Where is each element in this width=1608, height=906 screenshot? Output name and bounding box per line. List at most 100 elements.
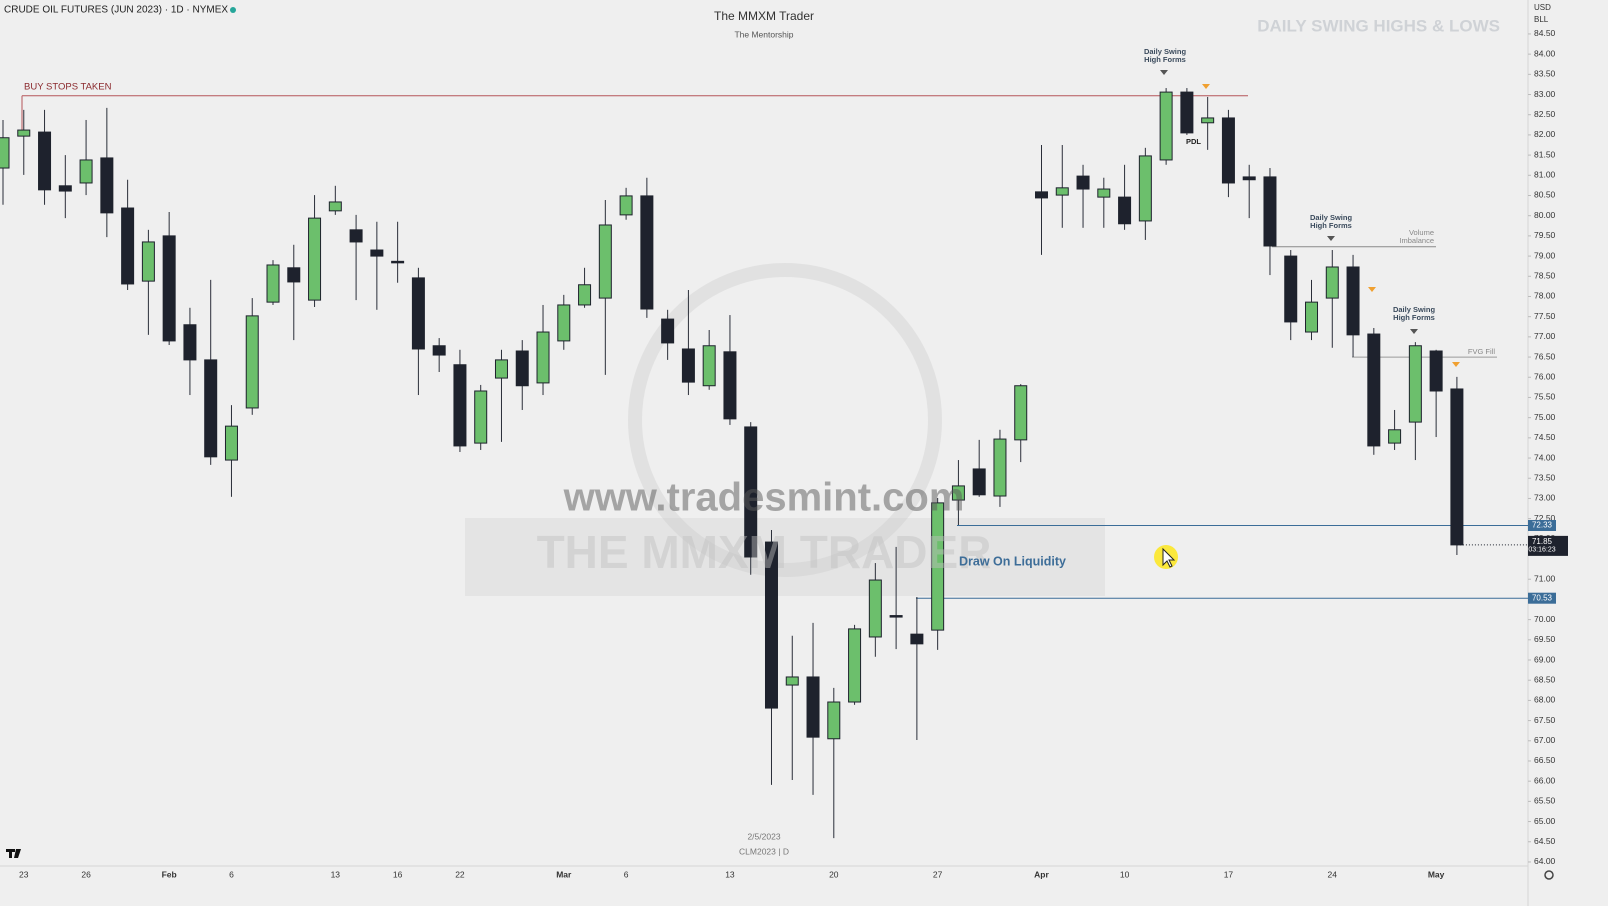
annotation: FVG Fill <box>1468 347 1495 356</box>
price-tag-label: 70.53 <box>1532 593 1553 602</box>
candle-body <box>58 185 72 192</box>
x-tick-label: 17 <box>1224 869 1234 879</box>
y-tick-label: 80.00 <box>1534 210 1556 220</box>
currency-label: USD <box>1534 3 1551 12</box>
candle-body <box>100 157 114 214</box>
candle-body <box>308 217 322 301</box>
status-dot <box>230 7 236 13</box>
x-tick-label: 13 <box>725 869 735 879</box>
settings-icon[interactable] <box>1544 870 1554 880</box>
candle-body <box>1408 345 1422 423</box>
candle-body <box>764 541 778 709</box>
fractal-marker <box>1368 287 1376 292</box>
candle-body <box>453 364 467 447</box>
y-tick-label: 66.50 <box>1534 755 1556 765</box>
candle-body <box>889 615 903 618</box>
y-tick-label: 83.50 <box>1534 69 1556 79</box>
y-tick-label: 73.00 <box>1534 493 1556 503</box>
annotation: Draw On Liquidity <box>959 554 1066 568</box>
annotation: BUY STOPS TAKEN <box>24 82 112 93</box>
x-tick-label: 27 <box>933 869 943 879</box>
y-tick-label: 68.50 <box>1534 674 1556 684</box>
x-tick-label: 16 <box>393 869 403 879</box>
candle-body <box>848 628 862 703</box>
x-tick-label: 20 <box>829 869 839 879</box>
candle-body <box>162 235 176 342</box>
y-tick-label: 74.50 <box>1534 432 1556 442</box>
y-tick-label: 67.00 <box>1534 735 1556 745</box>
y-tick-label: 83.00 <box>1534 89 1556 99</box>
y-tick-label: 76.00 <box>1534 372 1556 382</box>
candle-body <box>391 260 405 264</box>
x-tick-label: 6 <box>229 869 234 879</box>
y-tick-label: 65.00 <box>1534 816 1556 826</box>
fractal-marker <box>1202 84 1210 89</box>
x-tick-label: Feb <box>162 869 177 879</box>
candle-body <box>1118 196 1132 225</box>
candle-body <box>1159 91 1173 161</box>
candle-body <box>224 425 238 461</box>
candle-body <box>349 229 363 243</box>
swing-marker <box>1327 236 1335 241</box>
watermark-emblem <box>628 263 942 577</box>
candle-body <box>1097 188 1111 198</box>
y-tick-label: 75.00 <box>1534 412 1556 422</box>
candle-body <box>744 426 758 558</box>
y-tick-label: 69.00 <box>1534 654 1556 664</box>
candle-body <box>1138 155 1152 222</box>
y-tick-label: 82.00 <box>1534 129 1556 139</box>
y-tick-label: 65.50 <box>1534 796 1556 806</box>
y-tick-label: 68.00 <box>1534 695 1556 705</box>
candle-body <box>141 241 155 282</box>
candle-body <box>0 137 10 169</box>
candle-body <box>1325 266 1339 299</box>
chart-subtitle: The Mentorship <box>734 29 793 39</box>
candle-body <box>515 350 529 387</box>
cursor <box>1162 547 1176 568</box>
candle-body <box>910 633 924 645</box>
y-tick-label: 66.00 <box>1534 775 1556 785</box>
y-tick-label: 82.50 <box>1534 109 1556 119</box>
watermark-text: www.tradesmint.com <box>563 476 965 520</box>
y-tick-label: 77.50 <box>1534 311 1556 321</box>
x-tick-label: 13 <box>331 869 341 879</box>
swing-marker <box>1410 329 1418 334</box>
candle-body <box>598 224 612 299</box>
annotation: PDL <box>1186 137 1201 146</box>
y-tick-label: 81.00 <box>1534 170 1556 180</box>
candle-body <box>370 249 384 257</box>
candle-body <box>1242 176 1256 181</box>
candle-body <box>17 129 31 137</box>
candle-body <box>38 131 52 191</box>
candle-body <box>1450 388 1464 546</box>
x-tick-label: 23 <box>19 869 29 879</box>
y-tick-label: 74.00 <box>1534 452 1556 462</box>
candle-body <box>951 485 965 501</box>
candle-body <box>868 579 882 638</box>
candle-body <box>993 438 1007 497</box>
candle-body <box>702 345 716 387</box>
x-tick-label: 22 <box>455 869 465 879</box>
candle-body <box>723 351 737 420</box>
candle-body <box>827 701 841 740</box>
candle-body <box>1346 266 1360 336</box>
y-tick-label: 64.50 <box>1534 836 1556 846</box>
last-price-label: 71.85 <box>1532 537 1553 546</box>
annotation: Volume Imbalance <box>1399 228 1434 245</box>
candle-body <box>1284 255 1298 323</box>
candle-body <box>536 331 550 384</box>
candle-body <box>1221 117 1235 184</box>
y-tick-label: 69.50 <box>1534 634 1556 644</box>
price-tag-label: 72.33 <box>1532 521 1553 530</box>
x-tick-label: May <box>1428 869 1445 879</box>
candle-body <box>785 676 799 686</box>
footer-symbol: CLM2023 | D <box>739 846 789 856</box>
y-tick-label: 84.50 <box>1534 28 1556 38</box>
price-tag <box>1528 592 1556 604</box>
x-tick-label: 26 <box>81 869 91 879</box>
y-tick-label: 77.00 <box>1534 331 1556 341</box>
candle-body <box>79 159 93 184</box>
y-tick-label: 73.50 <box>1534 472 1556 482</box>
candle-body <box>1429 350 1443 392</box>
